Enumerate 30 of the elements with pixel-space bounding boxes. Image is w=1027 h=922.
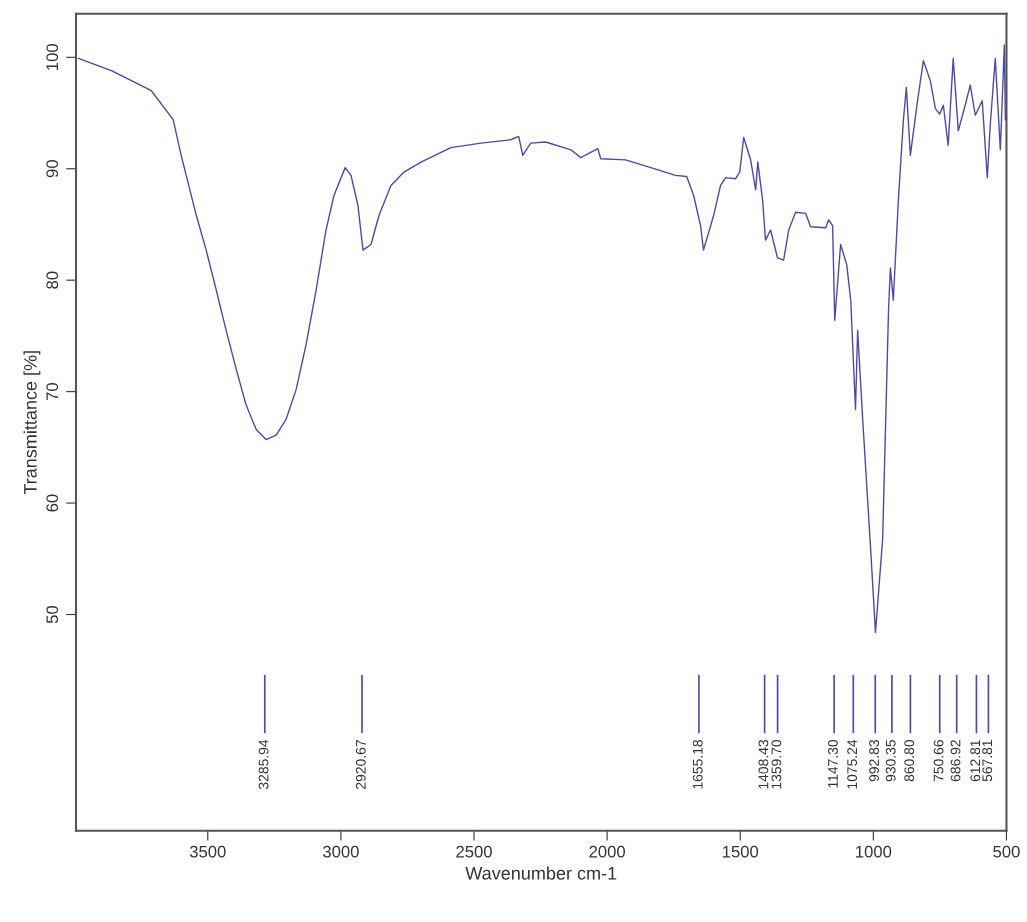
x-tick-label: 2500 bbox=[456, 845, 492, 858]
x-tick-label: 500 bbox=[993, 845, 1020, 858]
annotation: 3285.94 bbox=[258, 739, 269, 790]
y-axis-title: Transmittance [%] bbox=[23, 351, 41, 495]
y-tick-label: 60 bbox=[46, 494, 59, 512]
x-tick-label: 2000 bbox=[589, 845, 626, 858]
y-tick-label: 100 bbox=[46, 44, 59, 70]
x-tick-label: 1000 bbox=[856, 845, 892, 858]
annotation: 992.83 bbox=[869, 740, 879, 782]
annotation: 567.81 bbox=[982, 740, 993, 782]
x-tick-label: 3500 bbox=[189, 845, 226, 858]
line-series bbox=[77, 44, 1007, 634]
annotation: 1359.70 bbox=[771, 739, 782, 789]
annotation: 2920.67 bbox=[355, 740, 366, 789]
annotation: 930.35 bbox=[885, 739, 896, 782]
annotation: 1147.30 bbox=[828, 739, 838, 788]
annotation: 1075.24 bbox=[847, 739, 858, 789]
y-tick-label: 70 bbox=[46, 383, 59, 401]
annotation: 1408.43 bbox=[758, 740, 769, 789]
y-tick-label: 90 bbox=[46, 160, 59, 178]
annotation: 612.81 bbox=[970, 740, 981, 782]
annotation: 1655.18 bbox=[692, 740, 703, 789]
annotation: 860.80 bbox=[904, 739, 915, 782]
annotation: 750.66 bbox=[933, 740, 944, 782]
y-tick-label: 80 bbox=[46, 271, 59, 289]
y-tick-label: 50 bbox=[46, 605, 59, 624]
annotation: 686.92 bbox=[950, 740, 961, 782]
x-tick-label: 1500 bbox=[722, 845, 759, 858]
x-axis-title: Wavenumber cm-1 bbox=[465, 866, 617, 880]
x-tick-label: 3000 bbox=[322, 845, 359, 858]
